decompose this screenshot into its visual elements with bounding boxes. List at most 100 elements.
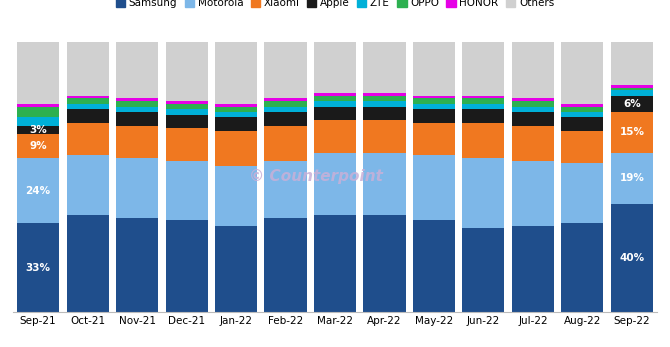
Bar — [462, 96, 505, 99]
Bar — [363, 42, 405, 93]
Text: 3%: 3% — [29, 125, 47, 135]
Bar — [363, 93, 405, 96]
Bar — [17, 158, 59, 223]
Bar — [165, 128, 208, 161]
Bar — [116, 42, 158, 99]
Bar — [363, 107, 405, 120]
Bar — [116, 126, 158, 158]
Text: 6%: 6% — [623, 99, 641, 109]
Legend: Samsung, Motorola, Xiaomi, Apple, ZTE, OPPO, HONOR, Others: Samsung, Motorola, Xiaomi, Apple, ZTE, O… — [116, 0, 554, 8]
Bar — [512, 226, 554, 312]
Bar — [66, 104, 109, 109]
Bar — [215, 117, 257, 131]
Bar — [512, 161, 554, 226]
Bar — [314, 107, 356, 120]
Bar — [265, 126, 307, 161]
Bar — [363, 153, 405, 215]
Text: 40%: 40% — [619, 253, 645, 263]
Bar — [611, 90, 653, 96]
Bar — [265, 161, 307, 218]
Bar — [462, 158, 505, 228]
Bar — [363, 215, 405, 312]
Text: © Counterpoint: © Counterpoint — [249, 169, 383, 185]
Bar — [561, 42, 604, 104]
Bar — [215, 112, 257, 117]
Bar — [314, 215, 356, 312]
Bar — [116, 101, 158, 107]
Bar — [611, 85, 653, 88]
Bar — [66, 96, 109, 99]
Bar — [561, 117, 604, 131]
Bar — [66, 99, 109, 104]
Bar — [314, 93, 356, 96]
Bar — [413, 109, 455, 123]
Bar — [165, 42, 208, 101]
Text: 15%: 15% — [619, 127, 645, 137]
Bar — [66, 155, 109, 215]
Bar — [561, 131, 604, 163]
Bar — [17, 42, 59, 104]
Bar — [17, 117, 59, 126]
Bar — [561, 163, 604, 223]
Bar — [66, 215, 109, 312]
Bar — [215, 107, 257, 112]
Bar — [215, 226, 257, 312]
Bar — [165, 109, 208, 115]
Bar — [314, 101, 356, 107]
Bar — [215, 166, 257, 226]
Bar — [462, 99, 505, 104]
Bar — [116, 107, 158, 112]
Text: 24%: 24% — [25, 186, 51, 195]
Bar — [165, 115, 208, 128]
Bar — [413, 155, 455, 220]
Bar — [265, 101, 307, 107]
Bar — [611, 88, 653, 90]
Bar — [165, 161, 208, 220]
Bar — [165, 220, 208, 312]
Bar — [17, 107, 59, 117]
Bar — [512, 112, 554, 126]
Bar — [116, 158, 158, 218]
Bar — [265, 218, 307, 312]
Bar — [314, 96, 356, 101]
Bar — [413, 96, 455, 99]
Bar — [314, 153, 356, 215]
Bar — [17, 134, 59, 158]
Bar — [561, 107, 604, 112]
Bar — [165, 101, 208, 104]
Bar — [265, 112, 307, 126]
Bar — [611, 42, 653, 85]
Bar — [611, 96, 653, 112]
Bar — [413, 123, 455, 155]
Bar — [462, 42, 505, 96]
Bar — [17, 223, 59, 312]
Bar — [116, 112, 158, 126]
Bar — [265, 42, 307, 99]
Bar — [512, 101, 554, 107]
Bar — [561, 104, 604, 107]
Bar — [363, 96, 405, 101]
Bar — [215, 104, 257, 107]
Bar — [611, 204, 653, 312]
Bar — [66, 42, 109, 96]
Bar — [462, 104, 505, 109]
Bar — [512, 107, 554, 112]
Bar — [314, 42, 356, 93]
Bar — [462, 123, 505, 158]
Bar — [561, 223, 604, 312]
Text: 19%: 19% — [620, 173, 645, 183]
Bar — [17, 126, 59, 134]
Bar — [512, 99, 554, 101]
Bar — [512, 126, 554, 161]
Bar — [66, 109, 109, 123]
Bar — [413, 99, 455, 104]
Bar — [265, 99, 307, 101]
Bar — [215, 131, 257, 166]
Bar — [116, 99, 158, 101]
Bar — [561, 112, 604, 117]
Bar — [116, 218, 158, 312]
Bar — [66, 123, 109, 155]
Bar — [611, 153, 653, 204]
Bar — [462, 228, 505, 312]
Bar — [611, 112, 653, 153]
